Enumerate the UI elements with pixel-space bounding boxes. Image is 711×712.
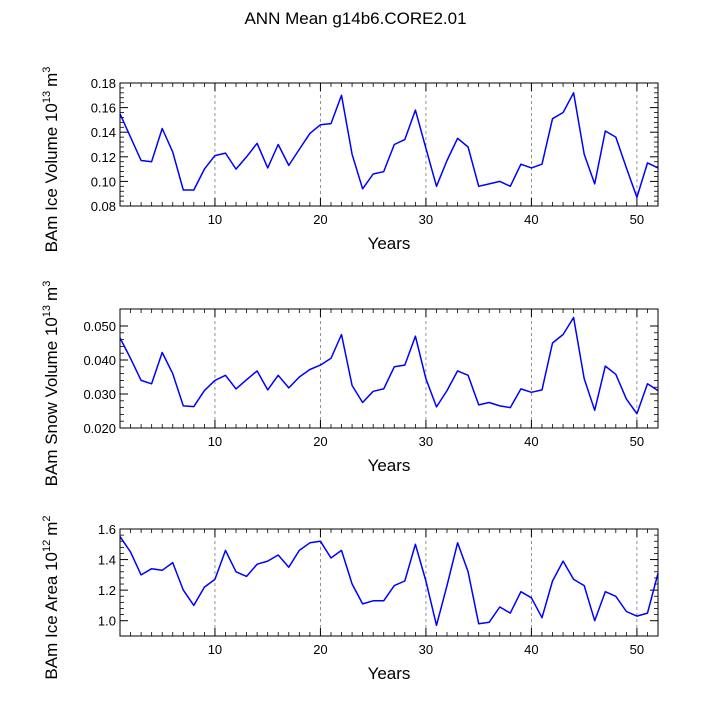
ice-area-y-tick-labels: 1.0 1.2 1.4 1.6 — [98, 522, 116, 629]
ice-area-x-tick-label-40: 40 — [524, 642, 538, 657]
snow-volume-series-line — [119, 316, 659, 415]
snow-volume-x-ticks — [119, 309, 659, 428]
ice-volume-y-label-main: BAm Ice Volume 10 — [42, 103, 61, 252]
ice-area-x-tick-label-20: 20 — [313, 642, 327, 657]
snow-volume-y-tick-label-1: 0.030 — [83, 387, 116, 402]
ice-volume-y-label-unit: m — [42, 73, 61, 87]
snow-volume-y-tick-label-0: 0.020 — [83, 421, 116, 436]
ice-volume-x-tick-label-40: 40 — [524, 212, 538, 227]
ice-volume-y-tick-label-4: 0.16 — [91, 101, 116, 116]
ice-volume-y-label-unit-exp: 3 — [41, 67, 53, 73]
ice-volume-x-axis-label: Years — [368, 234, 411, 253]
snow-volume-x-tick-label-30: 30 — [419, 434, 433, 449]
ice-volume-y-tick-labels: 0.08 0.10 0.12 0.14 0.16 0.18 — [91, 76, 116, 214]
ice-area-y-tick-label-3: 1.6 — [98, 522, 116, 537]
ice-area-panel: 10 20 30 40 50 1.0 1.2 1.4 1.6 Years BAm Ice Ar… — [41, 515, 659, 683]
snow-volume-x-tick-label-50: 50 — [630, 434, 644, 449]
snow-volume-x-tick-label-40: 40 — [524, 434, 538, 449]
ice-area-y-tick-label-1: 1.2 — [98, 583, 116, 598]
ice-area-y-ticks — [120, 528, 658, 622]
snow-volume-x-tick-label-20: 20 — [313, 434, 327, 449]
ice-volume-y-tick-label-5: 0.18 — [91, 76, 116, 91]
ice-volume-x-tick-label-50: 50 — [630, 212, 644, 227]
ice-area-x-tick-labels: 10 20 30 40 50 — [208, 642, 644, 657]
ice-volume-plot-frame — [119, 82, 659, 207]
snow-volume-y-label-exp: 13 — [41, 305, 53, 317]
ice-area-y-label-main: BAm Ice Area 10 — [42, 552, 61, 680]
snow-volume-y-label-unit-exp: 3 — [41, 281, 53, 287]
ice-area-y-tick-label-2: 1.4 — [98, 553, 116, 568]
snow-volume-y-tick-label-3: 0.050 — [83, 319, 116, 334]
ice-volume-y-label-exp: 13 — [41, 91, 53, 103]
snow-volume-y-tick-label-2: 0.040 — [83, 353, 116, 368]
ice-volume-y-tick-label-1: 0.10 — [91, 174, 116, 189]
ice-area-y-label-exp: 12 — [41, 540, 53, 552]
ice-area-y-axis-label: BAm Ice Area 1012 m2 — [41, 515, 61, 679]
snow-volume-grid — [214, 309, 638, 428]
ice-volume-y-axis-label: BAm Ice Volume 1013 m3 — [41, 67, 61, 253]
snow-volume-y-axis-label: BAm Snow Volume 1013 m3 — [41, 281, 61, 487]
snow-volume-y-label-unit: m — [42, 287, 61, 301]
ice-volume-series-line — [119, 92, 659, 199]
ice-volume-y-tick-label-0: 0.08 — [91, 199, 116, 214]
figure-title: ANN Mean g14b6.CORE2.01 — [244, 9, 467, 28]
snow-volume-x-tick-labels: 10 20 30 40 50 — [208, 434, 644, 449]
ice-area-x-tick-label-10: 10 — [208, 642, 222, 657]
ice-area-series-line — [119, 536, 659, 627]
ice-volume-panel: 10 20 30 40 50 0.08 0.10 0.12 0.14 0.16 0.18 Year… — [41, 67, 659, 253]
ice-area-y-label-unit-exp: 2 — [41, 515, 53, 521]
snow-volume-x-tick-label-10: 10 — [208, 434, 222, 449]
ice-volume-x-tick-label-20: 20 — [313, 212, 327, 227]
ice-area-x-axis-label: Years — [368, 664, 411, 683]
snow-volume-y-label-main: BAm Snow Volume 10 — [42, 317, 61, 486]
snow-volume-y-tick-labels: 0.020 0.030 0.040 0.050 — [83, 319, 116, 436]
ice-area-y-tick-label-0: 1.0 — [98, 614, 116, 629]
ice-volume-x-ticks — [119, 83, 659, 206]
ice-area-x-ticks — [119, 529, 659, 636]
ice-area-y-label-unit: m — [42, 522, 61, 536]
ice-area-x-tick-label-30: 30 — [419, 642, 433, 657]
ice-volume-grid — [214, 83, 638, 206]
ice-volume-y-ticks — [120, 82, 658, 207]
ice-area-x-tick-label-50: 50 — [630, 642, 644, 657]
snow-volume-panel: 10 20 30 40 50 0.020 0.030 0.040 0.050 Years BA… — [41, 281, 659, 487]
ice-volume-x-tick-labels: 10 20 30 40 50 — [208, 212, 644, 227]
ice-area-plot-frame — [119, 528, 659, 637]
ice-volume-y-tick-label-3: 0.14 — [91, 125, 116, 140]
ice-volume-x-tick-label-30: 30 — [419, 212, 433, 227]
snow-volume-plot-frame — [119, 308, 659, 429]
snow-volume-x-axis-label: Years — [368, 456, 411, 475]
ice-volume-y-tick-label-2: 0.12 — [91, 150, 116, 165]
ice-volume-x-tick-label-10: 10 — [208, 212, 222, 227]
